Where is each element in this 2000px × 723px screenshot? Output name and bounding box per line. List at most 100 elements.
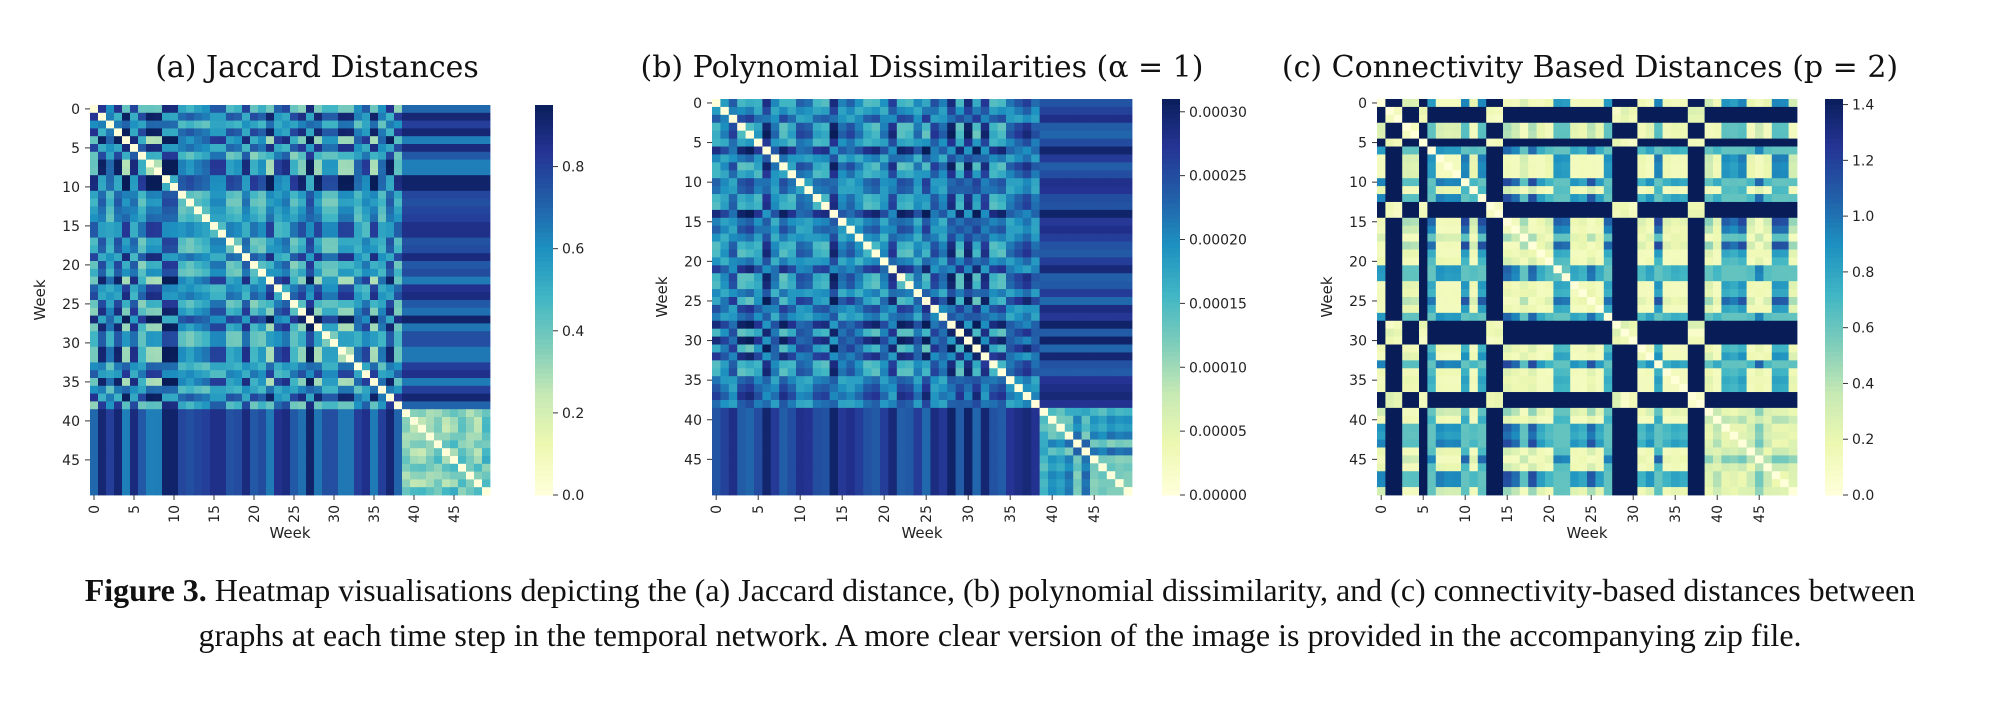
heatmap-cell <box>258 136 267 145</box>
heatmap-cell <box>1056 407 1066 417</box>
heatmap-cell <box>913 273 923 282</box>
heatmap-cell <box>863 281 872 290</box>
heatmap-cell <box>410 183 419 192</box>
heatmap-cell <box>829 463 839 472</box>
heatmap-cell <box>210 300 219 309</box>
heatmap-cell <box>880 415 889 425</box>
heatmap-cell <box>980 257 990 266</box>
heatmap-cell <box>1064 320 1074 330</box>
heatmap-cell <box>871 297 881 306</box>
heatmap-cell <box>1064 241 1074 250</box>
heatmap-cell <box>226 128 235 137</box>
heatmap-cell <box>1048 415 1057 425</box>
heatmap-cell <box>394 284 403 293</box>
heatmap-cell <box>812 320 822 330</box>
heatmap-cell <box>418 354 427 363</box>
heatmap-cell <box>322 253 331 262</box>
heatmap-cell <box>737 447 746 456</box>
heatmap-cell <box>362 440 371 449</box>
heatmap-cell <box>482 385 491 394</box>
heatmap-cell <box>202 362 211 371</box>
heatmap-cell <box>930 273 940 282</box>
heatmap-cell <box>997 463 1007 472</box>
heatmap-cell <box>90 463 99 472</box>
heatmap-cell <box>266 245 275 254</box>
heatmap-cell <box>896 114 906 124</box>
heatmap-cell <box>306 268 315 277</box>
heatmap-cell <box>938 399 948 409</box>
heatmap-cell <box>754 320 763 330</box>
heatmap-cell <box>922 209 931 219</box>
heatmap-cell <box>1048 170 1057 179</box>
heatmap-cell <box>720 368 730 377</box>
heatmap-cell <box>122 276 131 285</box>
heatmap-cell <box>720 423 730 433</box>
heatmap-cell <box>210 323 219 332</box>
heatmap-cell <box>980 439 990 448</box>
heatmap-cell <box>418 401 427 410</box>
heatmap-cell <box>1073 138 1082 147</box>
heatmap-cell <box>226 393 235 402</box>
heatmap-cell <box>322 268 331 277</box>
heatmap-cell <box>370 456 379 465</box>
heatmap-cell <box>482 323 491 332</box>
heatmap-cell <box>202 307 211 316</box>
heatmap-cell <box>346 261 355 270</box>
heatmap-cell <box>1048 233 1057 242</box>
heatmap-cell <box>242 276 251 285</box>
heatmap-cell <box>250 456 259 465</box>
heatmap-cell <box>98 183 107 192</box>
heatmap-cell <box>720 194 730 203</box>
heatmap-cell <box>821 344 830 353</box>
heatmap-cell <box>1098 154 1108 163</box>
heatmap-cell <box>426 362 435 371</box>
heatmap-cell <box>728 138 738 147</box>
heatmap-cell <box>838 130 847 139</box>
heatmap-cell <box>955 122 965 132</box>
heatmap-cell <box>258 479 267 488</box>
heatmap-cell <box>947 178 956 187</box>
heatmap-cell <box>1123 233 1133 242</box>
heatmap-cell <box>258 463 267 472</box>
heatmap-cell <box>322 190 331 199</box>
heatmap-cell <box>720 114 730 124</box>
colorbar-tick-label: 0.2 <box>562 406 584 422</box>
heatmap-cell <box>242 339 251 348</box>
heatmap-cell <box>226 159 235 168</box>
colorbar-segment <box>535 290 553 296</box>
heatmap-cell <box>130 136 139 145</box>
heatmap-cell <box>846 463 856 472</box>
heatmap-cell <box>458 183 467 192</box>
heatmap-cell <box>354 253 363 262</box>
heatmap-cell <box>162 331 171 340</box>
heatmap-cell <box>154 307 163 316</box>
heatmap-cell <box>838 265 847 274</box>
heatmap-cell <box>989 138 998 147</box>
heatmap-cell <box>322 112 331 121</box>
heatmap-cell <box>796 455 805 464</box>
heatmap-cell <box>242 183 251 192</box>
heatmap-cell <box>250 463 259 472</box>
heatmap-cell <box>162 346 171 355</box>
heatmap-cell <box>1056 138 1066 147</box>
heatmap-cell <box>274 362 283 371</box>
heatmap-cell <box>418 128 427 137</box>
heatmap-cell <box>997 455 1007 464</box>
heatmap-cell <box>955 392 965 401</box>
heatmap-cell <box>1014 407 1024 417</box>
heatmap-cell <box>863 455 872 464</box>
heatmap-cell <box>250 370 259 379</box>
heatmap-cell <box>821 368 830 377</box>
heatmap-cell <box>854 463 864 472</box>
heatmap-cell <box>1098 423 1108 433</box>
heatmap-cell <box>1031 154 1040 163</box>
heatmap-cell <box>178 307 187 316</box>
heatmap-cell <box>354 300 363 309</box>
heatmap-cell <box>854 249 864 258</box>
heatmap-cell <box>972 399 982 409</box>
heatmap-cell <box>1031 455 1040 464</box>
heatmap-cell <box>1115 281 1124 290</box>
heatmap-cell <box>1031 209 1040 219</box>
heatmap-cell <box>106 268 115 277</box>
heatmap-cell <box>210 190 219 199</box>
